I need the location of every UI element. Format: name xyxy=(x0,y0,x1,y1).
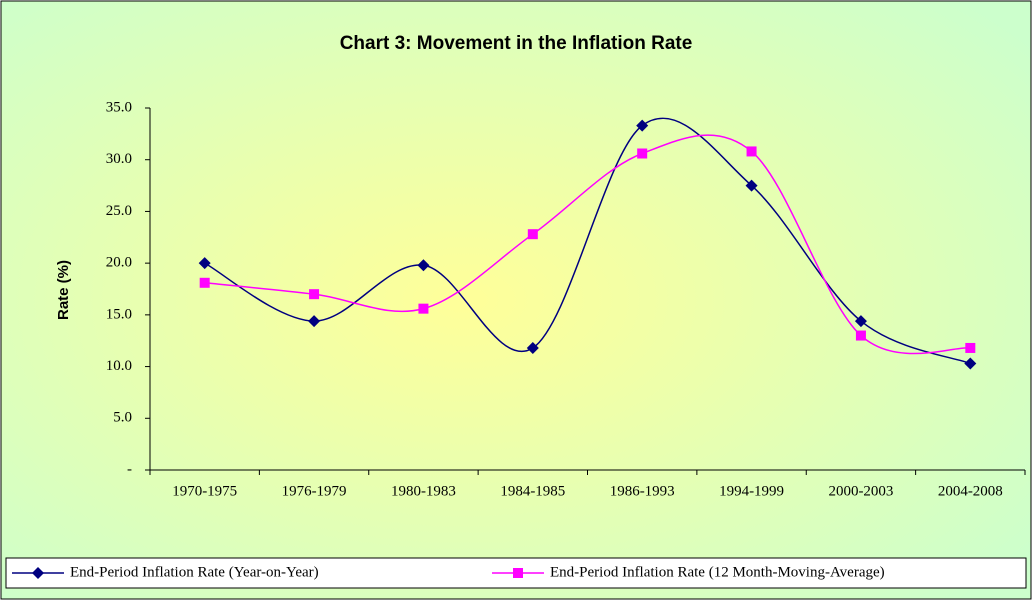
data-point xyxy=(309,289,320,300)
legend-marker xyxy=(513,568,523,578)
series-line xyxy=(204,117,971,365)
legend-marker xyxy=(32,567,44,579)
y-tick-label: 20.0 xyxy=(106,255,132,271)
x-tick-label: 1984-1985 xyxy=(500,483,565,499)
data-point xyxy=(417,259,430,272)
x-tick-label: 1980-1983 xyxy=(391,483,456,499)
y-tick-label: 15.0 xyxy=(106,306,132,322)
y-tick-label: - xyxy=(127,461,132,477)
data-point xyxy=(964,357,977,370)
y-axis-label: Rate (%) xyxy=(55,260,72,320)
data-point xyxy=(308,315,321,328)
data-point xyxy=(526,341,539,354)
data-point xyxy=(198,257,211,270)
x-tick-label: 1976-1979 xyxy=(282,483,347,499)
data-point xyxy=(746,146,757,157)
data-point xyxy=(636,119,649,132)
x-tick-label: 2000-2003 xyxy=(828,483,893,499)
data-point xyxy=(527,229,538,240)
y-tick-label: 5.0 xyxy=(113,410,132,426)
legend-label: End-Period Inflation Rate (12 Month-Movi… xyxy=(550,564,885,580)
y-tick-label: 30.0 xyxy=(106,151,132,167)
x-tick-label: 1970-1975 xyxy=(172,483,237,499)
data-point xyxy=(418,303,429,314)
y-tick-label: 25.0 xyxy=(106,203,132,219)
y-tick-label: 10.0 xyxy=(106,358,132,374)
y-tick-label: 35.0 xyxy=(106,99,132,115)
data-point xyxy=(745,179,758,192)
data-point xyxy=(965,342,976,353)
data-point xyxy=(637,148,648,159)
series-line xyxy=(204,134,971,355)
chart-title: Chart 3: Movement in the Inflation Rate xyxy=(340,33,693,54)
x-tick-label: 1986-1993 xyxy=(610,483,675,499)
x-tick-label: 2004-2008 xyxy=(938,483,1003,499)
data-point xyxy=(855,330,866,341)
data-point xyxy=(854,315,867,328)
x-tick-label: 1994-1999 xyxy=(719,483,784,499)
data-point xyxy=(199,277,210,288)
legend-label: End-Period Inflation Rate (Year-on-Year) xyxy=(70,564,319,580)
